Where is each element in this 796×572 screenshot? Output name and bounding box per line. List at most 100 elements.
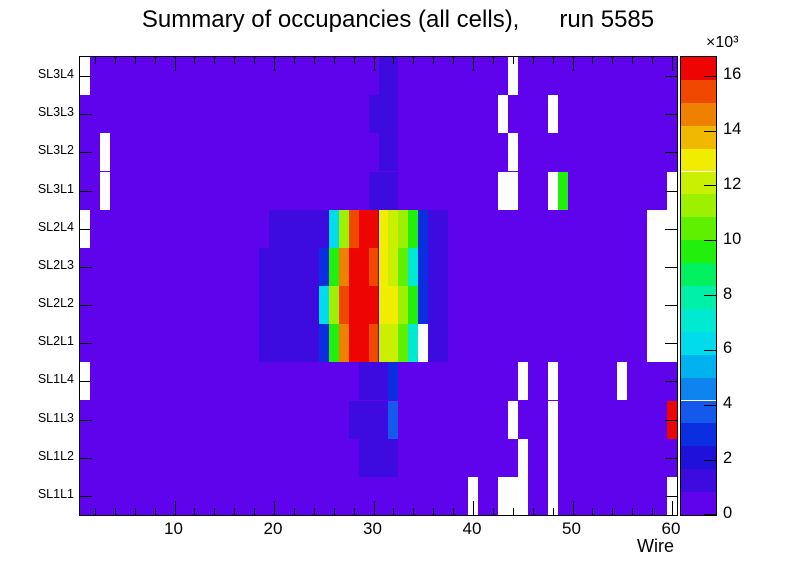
colorbar-band: [681, 331, 716, 355]
y-axis-tick-right: [665, 266, 677, 268]
y-axis-tick-right: [665, 419, 677, 421]
y-axis-tick-right: [665, 305, 677, 307]
y-tick-label: SL1L1: [37, 486, 74, 501]
y-axis-tick: [80, 457, 92, 459]
heatmap-cell: [358, 209, 379, 248]
x-axis-tick: [353, 508, 355, 515]
y-axis-tick-right: [665, 152, 677, 154]
x-axis-tick: [114, 508, 116, 515]
heatmap-cell: [259, 286, 319, 325]
heatmap-cell: [398, 247, 409, 286]
y-axis-tick-right: [665, 495, 677, 497]
colorbar-band: [681, 354, 716, 378]
colorbar-band: [681, 125, 716, 149]
x-axis-tick-top: [274, 57, 276, 71]
y-tick-label: SL1L2: [37, 448, 74, 463]
x-axis-tick-top: [532, 57, 534, 64]
empty-cell: [468, 476, 478, 515]
x-axis-tick: [612, 508, 614, 515]
y-tick-label: SL1L3: [37, 410, 74, 425]
y-tick-label: SL3L2: [37, 143, 74, 158]
heatmap-cell: [388, 362, 399, 401]
heatmap-cell: [378, 324, 399, 363]
x-axis-tick-top: [413, 57, 415, 64]
colorbar-tick-label: 4: [723, 394, 733, 413]
x-axis-tick-top: [492, 57, 494, 64]
y-tick-label: SL3L1: [37, 181, 74, 196]
x-axis-tick: [492, 508, 494, 515]
x-axis-tick-top: [114, 57, 116, 64]
y-tick-label: SL1L4: [37, 372, 74, 387]
y-axis-tick: [80, 190, 92, 192]
x-axis-tick-top: [632, 57, 634, 64]
colorbar: [680, 56, 717, 516]
y-axis-tick: [80, 305, 92, 307]
x-axis-tick-top: [473, 57, 475, 71]
heatmap-cell: [368, 171, 399, 210]
x-axis-tick: [632, 508, 634, 515]
x-tick-label: 40: [462, 519, 482, 538]
x-axis-tick: [214, 508, 216, 515]
heatmap-cell: [368, 247, 379, 286]
x-axis-tick-top: [612, 57, 614, 64]
x-axis-tick: [333, 508, 335, 515]
empty-cell: [547, 95, 558, 134]
x-axis-tick-top: [672, 57, 674, 71]
empty-cell: [497, 171, 518, 210]
heatmap-cell: [338, 247, 349, 286]
heatmap-cell: [259, 324, 319, 363]
heatmap-cell: [408, 324, 419, 363]
x-axis-tick-top: [373, 57, 375, 71]
y-axis-tick: [80, 343, 92, 345]
x-axis-tick-top: [393, 57, 395, 64]
heatmap-cell: [408, 247, 419, 286]
empty-cell: [647, 324, 677, 363]
x-axis-tick: [413, 508, 415, 515]
heatmap-cell: [408, 209, 419, 248]
x-axis-tick-top: [174, 57, 176, 71]
colorbar-tick-label: 6: [723, 339, 733, 358]
heatmap-cell: [328, 209, 339, 248]
heatmap-cell: [348, 286, 379, 325]
x-axis-tick: [373, 501, 375, 515]
colorbar-band: [681, 148, 716, 172]
x-axis-tick-top: [214, 57, 216, 64]
colorbar-band: [681, 217, 716, 241]
heatmap-cell: [428, 247, 449, 286]
colorbar-tick-label: 12: [723, 174, 742, 193]
colorbar-band: [681, 171, 716, 195]
x-axis-tick: [254, 508, 256, 515]
heatmap-cell: [368, 324, 379, 363]
empty-cell: [547, 362, 558, 401]
heatmap-cell: [318, 247, 329, 286]
x-axis-tick: [652, 508, 654, 515]
empty-cell: [507, 133, 518, 172]
heatmap-cell: [418, 209, 429, 248]
x-axis-tick-top: [453, 57, 455, 64]
x-tick-label: 30: [363, 519, 382, 538]
x-axis-tick-top: [293, 57, 295, 64]
x-axis-tick-top: [512, 57, 514, 64]
x-tick-label: 20: [263, 519, 283, 538]
x-axis-tick-top: [433, 57, 435, 64]
y-axis-tick-right: [665, 381, 677, 383]
heatmap-cell: [358, 438, 399, 477]
colorbar-tick: [704, 514, 716, 515]
y-axis-tick-right: [665, 343, 677, 345]
heatmap-cell: [408, 286, 419, 325]
heatmap-cell: [348, 209, 359, 248]
y-axis-tick: [80, 495, 92, 497]
heatmap-cell: [398, 324, 409, 363]
heatmap-cell: [348, 247, 369, 286]
empty-cell: [547, 171, 558, 210]
heatmap-cell: [338, 286, 349, 325]
x-axis-tick: [393, 508, 395, 515]
colorbar-band: [681, 240, 716, 264]
x-tick-label: 50: [562, 519, 581, 538]
x-axis-tick-top: [353, 57, 355, 64]
colorbar-band: [681, 286, 716, 309]
y-tick-label: SL2L4: [37, 219, 74, 234]
colorbar-tick-label: 10: [723, 229, 742, 248]
colorbar-band: [681, 400, 716, 424]
colorbar-tick-label: 2: [723, 449, 733, 468]
